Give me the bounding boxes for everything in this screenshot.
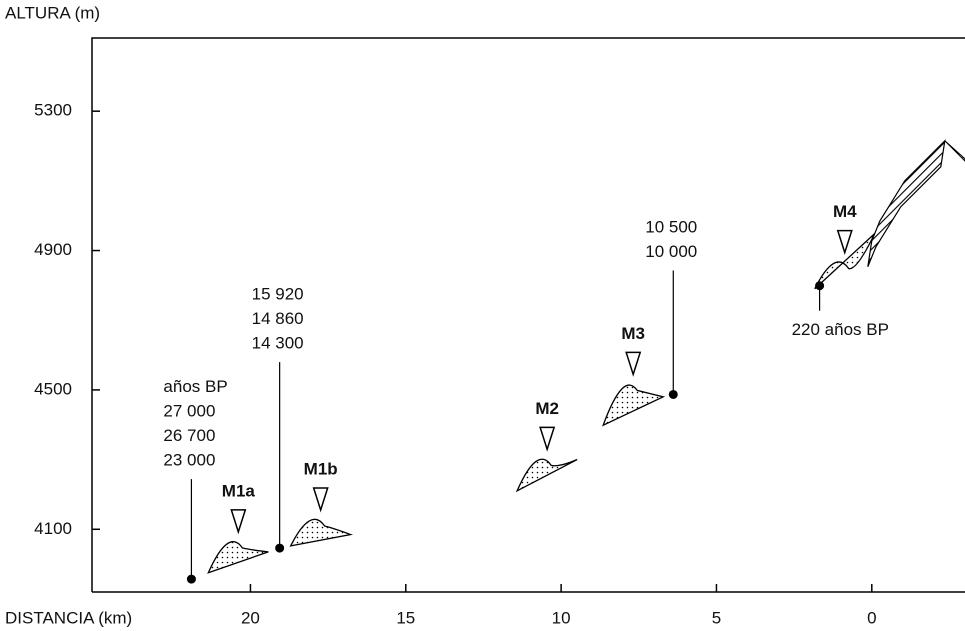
date-label: 10 000 <box>645 242 697 261</box>
chart: ALTURA (m) DISTANCIA (km) 4100 4500 4900 53… <box>0 0 965 631</box>
date-label: 10 500 <box>645 217 697 236</box>
moraine-deposit <box>208 542 268 573</box>
plot-frame <box>92 38 965 592</box>
date-label: 220 años BP <box>792 320 889 339</box>
date-point <box>669 390 678 399</box>
moraine-label: M2 <box>535 399 559 418</box>
date-label: 14 860 <box>252 309 304 328</box>
y-tick-label: 4100 <box>34 519 72 538</box>
date-label: 27 000 <box>163 402 215 421</box>
y-tick-label: 4500 <box>34 379 72 398</box>
moraine-deposit <box>603 385 663 425</box>
date-point <box>275 544 284 553</box>
moraine-deposit <box>517 459 577 491</box>
date-label: 23 000 <box>163 451 215 470</box>
x-tick-label: 20 <box>241 608 260 627</box>
glacier-cap <box>945 141 965 161</box>
x-tick-label: 5 <box>712 608 721 627</box>
glacier <box>868 141 945 267</box>
y-tick-label: 5300 <box>34 101 72 120</box>
moraine-label: M3 <box>621 324 645 343</box>
moraine-label: M4 <box>833 202 857 221</box>
date-label: 15 920 <box>252 285 304 304</box>
x-tick-label: 0 <box>867 608 876 627</box>
date-point <box>815 281 824 290</box>
x-tick-label: 10 <box>552 608 571 627</box>
moraine-marker <box>231 510 245 532</box>
y-axis-title: ALTURA (m) <box>5 3 100 22</box>
date-label: años BP <box>163 377 227 396</box>
x-tick-label: 15 <box>396 608 415 627</box>
date-label: 14 300 <box>252 334 304 353</box>
moraine-marker <box>314 488 328 510</box>
moraine-marker <box>626 352 640 374</box>
date-label: 26 700 <box>163 426 215 445</box>
y-tick-label: 4900 <box>34 240 72 259</box>
moraine-label: M1b <box>304 460 338 479</box>
x-axis-title: DISTANCIA (km) <box>5 608 132 627</box>
moraine-label: M1a <box>222 481 256 500</box>
moraine-marker <box>540 427 554 449</box>
moraine-deposit <box>291 519 351 546</box>
moraine-marker <box>838 231 852 253</box>
date-point <box>187 575 196 584</box>
